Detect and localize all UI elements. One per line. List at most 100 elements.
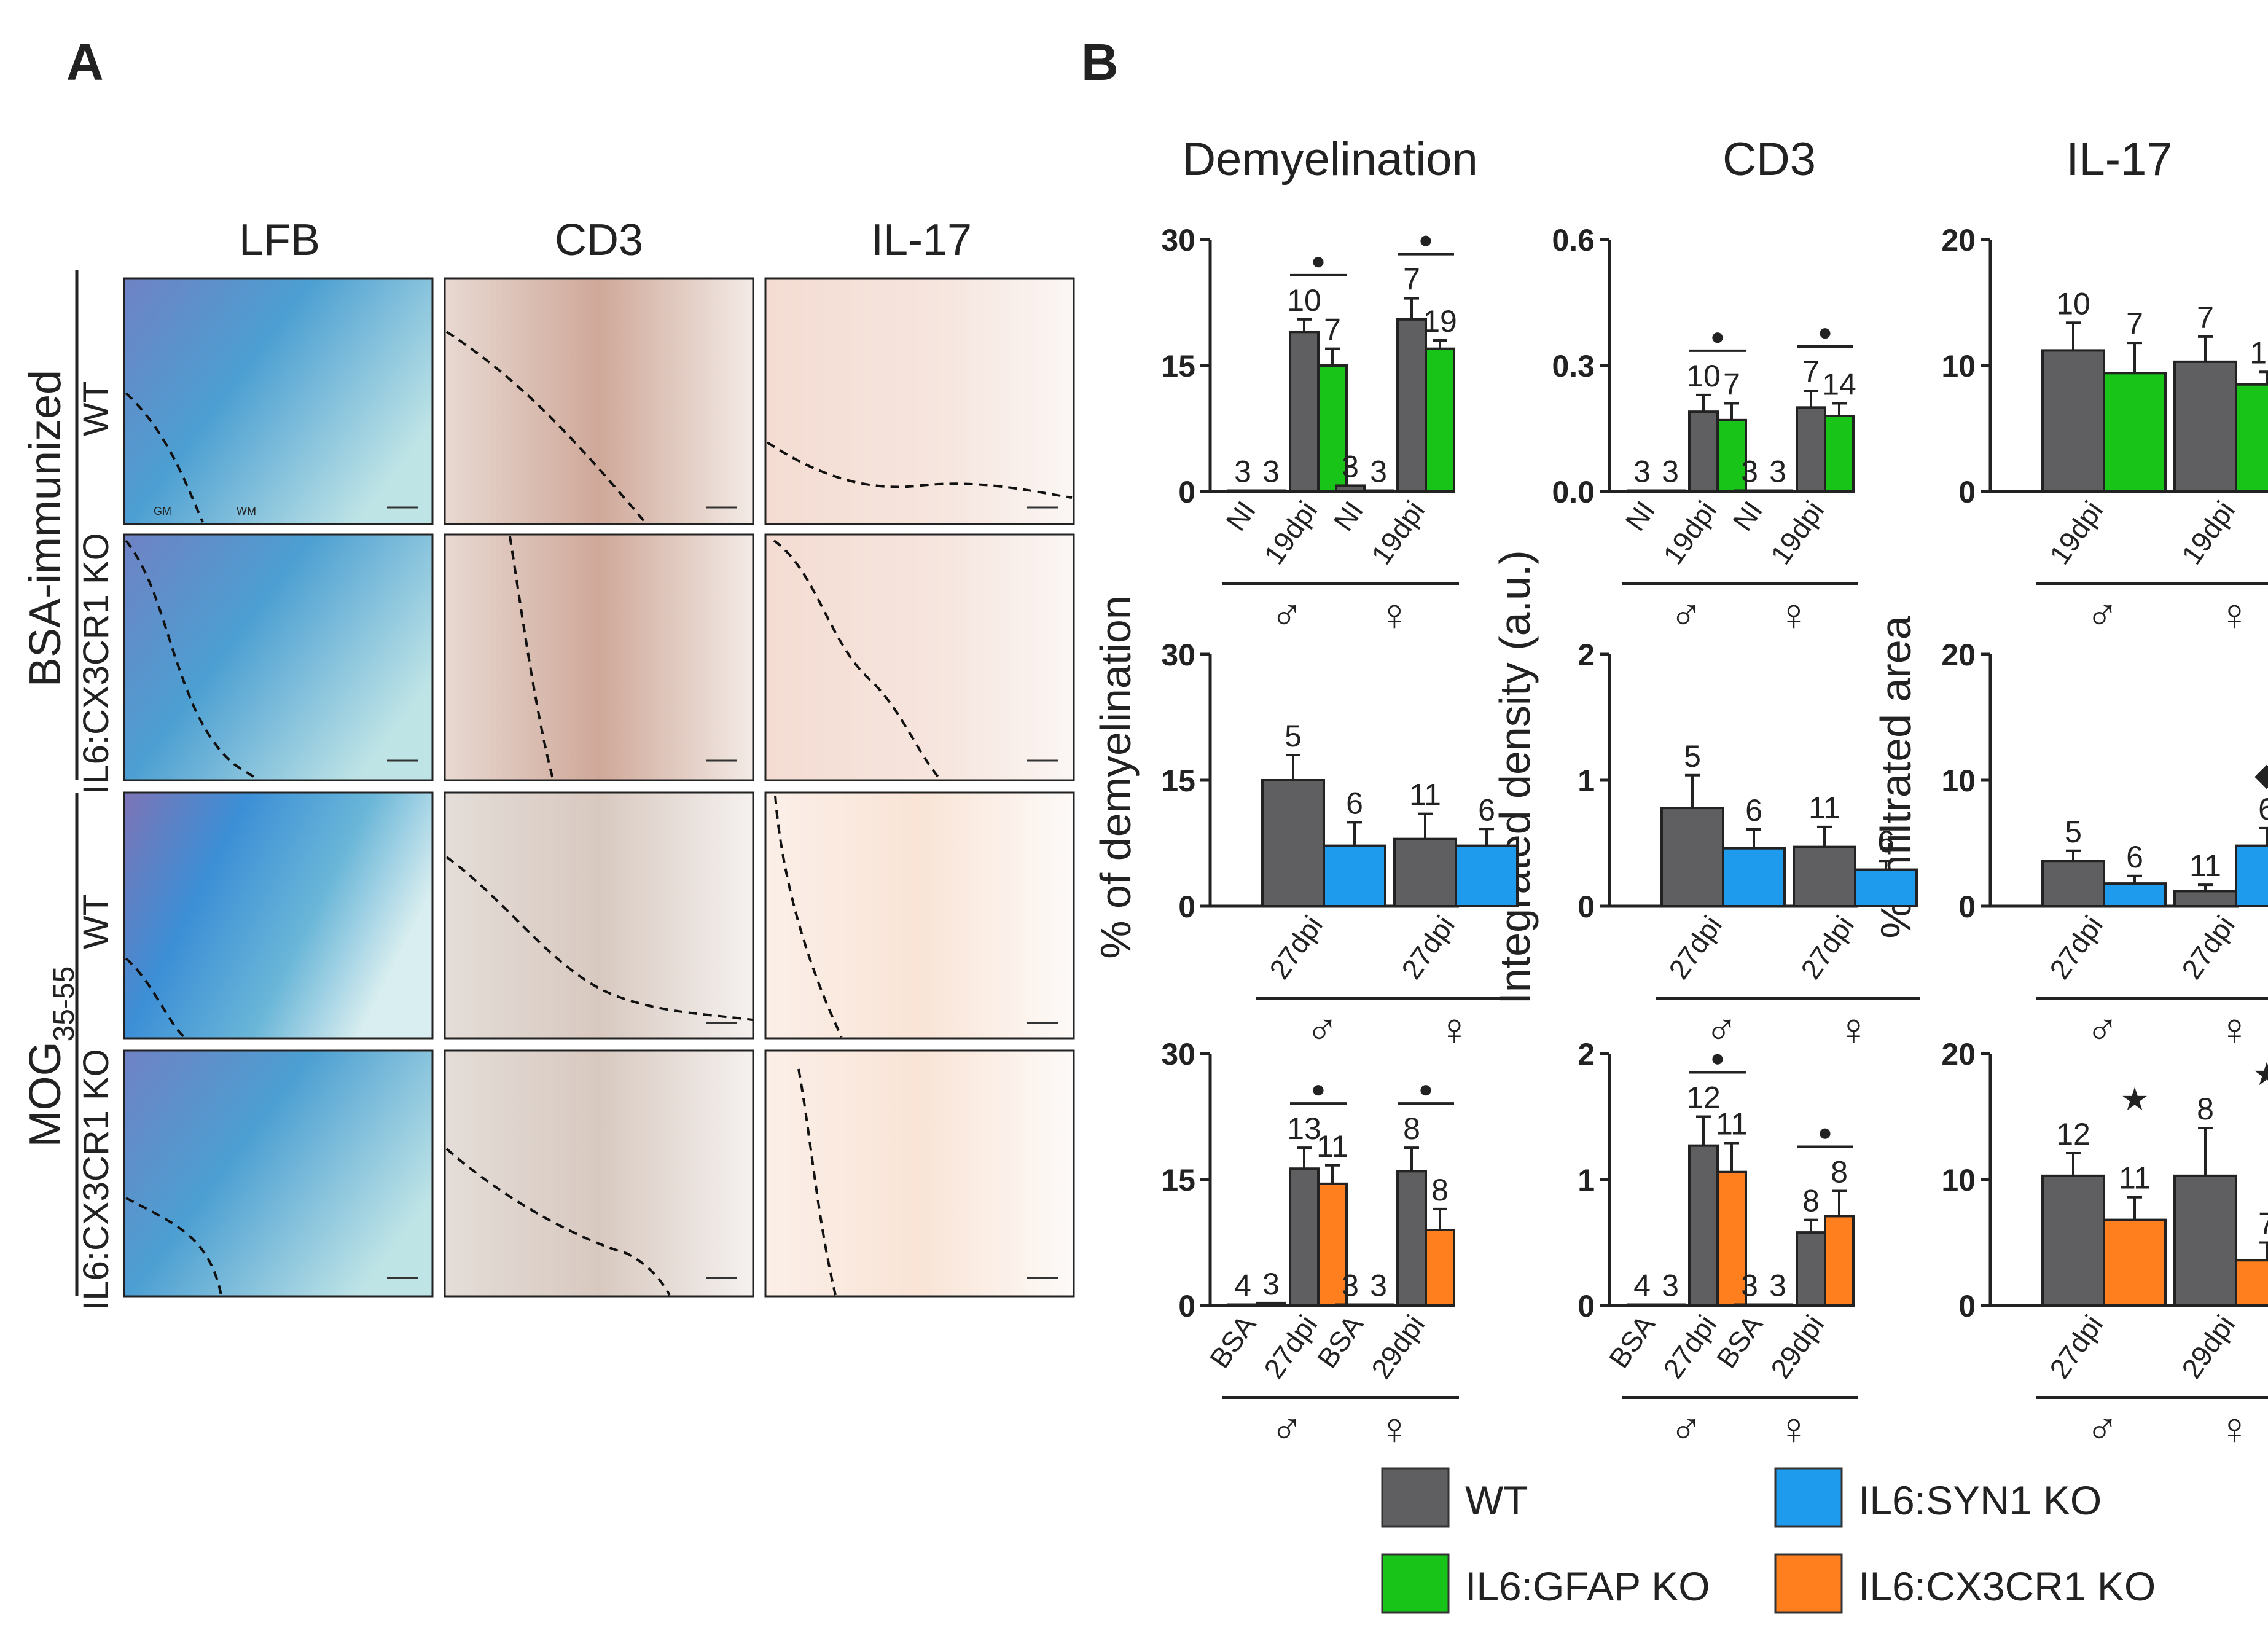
- legend-label-cx3cr1: IL6:CX3CR1 KO: [1858, 1564, 2156, 1609]
- y-tick-label: 20: [1941, 223, 1976, 257]
- bar: [1261, 779, 1325, 907]
- n-label: 3: [1370, 455, 1387, 489]
- bar: [1660, 807, 1724, 907]
- n-label: 11: [1409, 778, 1441, 812]
- y-tick-label: 0.3: [1552, 349, 1595, 383]
- boundary-line: [125, 539, 259, 780]
- female-symbol: ♀: [2218, 1005, 2251, 1054]
- bar: [1688, 1144, 1719, 1307]
- x-tick-label: 27dpi: [2043, 910, 2109, 985]
- bar: [1289, 331, 1320, 493]
- n-label: 6: [2126, 840, 2143, 874]
- significance-marker: ●: [1311, 1076, 1326, 1103]
- y-tick-label: 15: [1161, 1163, 1195, 1197]
- male-symbol: ♂: [2086, 1404, 2119, 1454]
- bar: [1854, 868, 1918, 908]
- significance-marker: ●: [1710, 323, 1725, 350]
- bar: [1796, 406, 1826, 493]
- significance-marker: ●: [1818, 319, 1832, 346]
- n-label: 6: [2258, 792, 2268, 826]
- micrograph-lfb-mog-wt: [123, 791, 434, 1040]
- micrograph-il17-mog-wt: [764, 791, 1075, 1040]
- y-tick-label: 2: [1578, 1037, 1595, 1071]
- bar: [1716, 418, 1747, 493]
- legend-swatch-gfap: [1381, 1553, 1450, 1614]
- x-tick-label: BSA: [1203, 1309, 1262, 1374]
- row-label-ko-1: IL6:CX3CR1 KO: [76, 533, 116, 794]
- y-tick-label: 0: [1178, 1289, 1195, 1323]
- n-label: 7: [1802, 354, 1820, 389]
- chart-col-title-il17: IL-17: [2066, 133, 2172, 186]
- n-label: 6: [1877, 824, 1895, 859]
- n-label: 7: [2126, 307, 2143, 341]
- n-label: 3: [1262, 1267, 1280, 1301]
- n-label: 3: [1342, 1269, 1359, 1303]
- micrograph-lfb-bsa-wt: [123, 277, 434, 525]
- female-symbol: ♀: [1378, 590, 1411, 640]
- n-label: 8: [1802, 1184, 1820, 1218]
- n-label: 11: [1716, 1107, 1748, 1142]
- bar: [1363, 489, 1394, 493]
- n-label: 3: [1370, 1269, 1387, 1303]
- significance-marker: ★: [2253, 1057, 2268, 1092]
- y-tick-label: 0: [1578, 1289, 1595, 1323]
- micrograph-cd3-mog-wt: [444, 791, 754, 1040]
- y-tick-label: 0: [1958, 475, 1976, 509]
- x-tick-label: 19dpi: [1764, 495, 1830, 570]
- n-label: 3: [1741, 1269, 1758, 1303]
- x-tick-label: 27dpi: [2175, 910, 2241, 985]
- n-label: 11: [2189, 848, 2221, 883]
- micrograph-il17-bsa-wt: [764, 277, 1075, 525]
- boundary-line: [509, 536, 554, 780]
- y-tick-label: 0: [1178, 475, 1195, 509]
- x-tick-label: NI: [1726, 495, 1769, 537]
- bar: [1227, 1303, 1258, 1307]
- bar: [1363, 1303, 1394, 1307]
- n-label: 3: [1662, 455, 1679, 489]
- row-label-wt-1: WT: [76, 381, 116, 436]
- column-title-cd3: CD3: [555, 216, 643, 265]
- bar: [1323, 844, 1386, 907]
- n-label: 8: [2197, 1092, 2214, 1126]
- y-tick-label: 20: [1941, 638, 1976, 672]
- bar: [1796, 1231, 1826, 1307]
- bar: [2041, 1174, 2105, 1307]
- group-label-mog: MOG35-55: [21, 966, 80, 1148]
- bar: [1256, 489, 1286, 493]
- n-label: 12: [2056, 1117, 2090, 1151]
- bar: [1716, 1170, 1747, 1307]
- micrograph-il17-mog-ko: [764, 1049, 1075, 1298]
- bar: [1722, 847, 1786, 907]
- column-title-lfb: LFB: [239, 216, 320, 265]
- boundary-line: [445, 1148, 671, 1296]
- x-tick-label: NI: [1219, 495, 1262, 537]
- n-label: 11: [1809, 791, 1840, 825]
- boundary-line: [766, 441, 1073, 499]
- bar: [1289, 1167, 1320, 1307]
- x-tick-label: 19dpi: [1257, 495, 1323, 570]
- female-symbol: ♀: [1438, 1005, 1471, 1054]
- bar: [1396, 1170, 1427, 1307]
- bar: [1762, 1303, 1793, 1307]
- x-tick-label: 27dpi: [1257, 1309, 1323, 1384]
- x-tick-label: 19dpi: [1365, 495, 1431, 570]
- micro-label-gm: GM: [154, 505, 171, 517]
- male-symbol: ♂: [1270, 1404, 1304, 1454]
- x-tick-label: NI: [1619, 495, 1661, 537]
- bar: [1824, 1215, 1855, 1307]
- y-tick-label: 30: [1161, 223, 1195, 257]
- y-tick-label: 10: [1941, 349, 1976, 383]
- x-tick-label: 19dpi: [2043, 495, 2109, 570]
- bar: [2103, 882, 2167, 907]
- female-symbol: ♀: [2218, 1404, 2251, 1454]
- column-title-il17: IL-17: [871, 216, 972, 265]
- n-label: 5: [2065, 815, 2082, 849]
- boundary-line: [125, 1197, 222, 1296]
- chart-col-title-demyelination: Demyelination: [1182, 133, 1478, 186]
- significance-marker: ★: [2121, 1082, 2149, 1118]
- boundary-line: [125, 957, 186, 1038]
- male-symbol: ♂: [1670, 590, 1703, 640]
- bar: [1335, 1303, 1366, 1307]
- y-tick-label: 0: [1178, 890, 1195, 924]
